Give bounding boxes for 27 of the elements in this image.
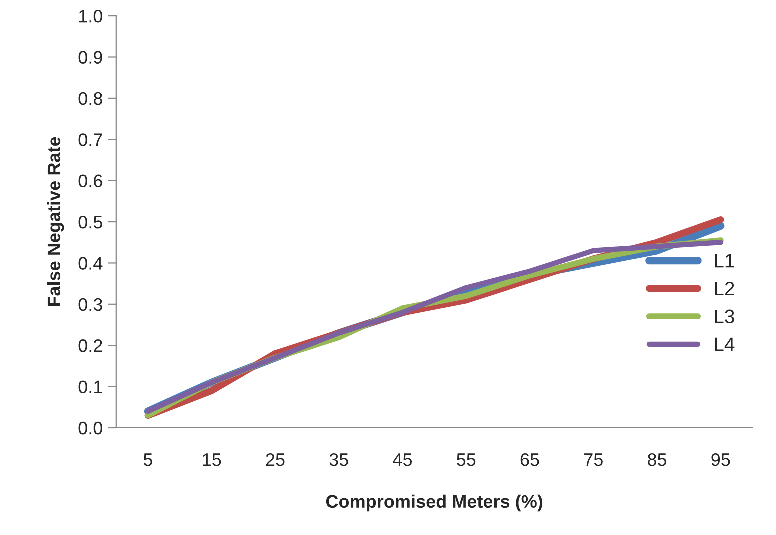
legend-label: L4 (715, 338, 735, 352)
y-tick-label: 0.1 (78, 380, 102, 394)
legend-label: L3 (715, 310, 734, 324)
y-tick-label: 0.2 (78, 340, 102, 352)
x-tick-label: 55 (457, 454, 476, 466)
legend-label: L1 (715, 254, 734, 268)
x-axis-title: Compromised Meters (%) (326, 494, 543, 512)
x-tick-label: 35 (330, 453, 348, 466)
legend-label: L2 (715, 282, 734, 296)
x-tick-label: 65 (520, 453, 540, 466)
y-tick-label: 0.9 (78, 51, 102, 64)
y-tick-label: 0.6 (78, 174, 102, 188)
y-tick-label: 0.3 (78, 298, 102, 312)
y-tick-label: 0.7 (78, 134, 102, 146)
x-tick-label: 5 (144, 454, 152, 466)
y-tick-label: 0.5 (78, 216, 102, 229)
x-tick-label: 15 (203, 454, 222, 466)
y-axis-title: False Negative Rate (47, 137, 64, 306)
x-tick-label: 85 (648, 453, 667, 466)
y-tick-label: 0.0 (78, 422, 102, 435)
x-tick-label: 45 (393, 454, 412, 466)
x-tick-label: 95 (712, 453, 730, 466)
x-tick-label: 75 (584, 454, 603, 466)
y-tick-label: 0.4 (78, 257, 103, 270)
x-tick-label: 25 (266, 453, 285, 466)
y-tick-label: 0.8 (78, 92, 102, 106)
y-tick-label: 1.0 (79, 10, 102, 23)
